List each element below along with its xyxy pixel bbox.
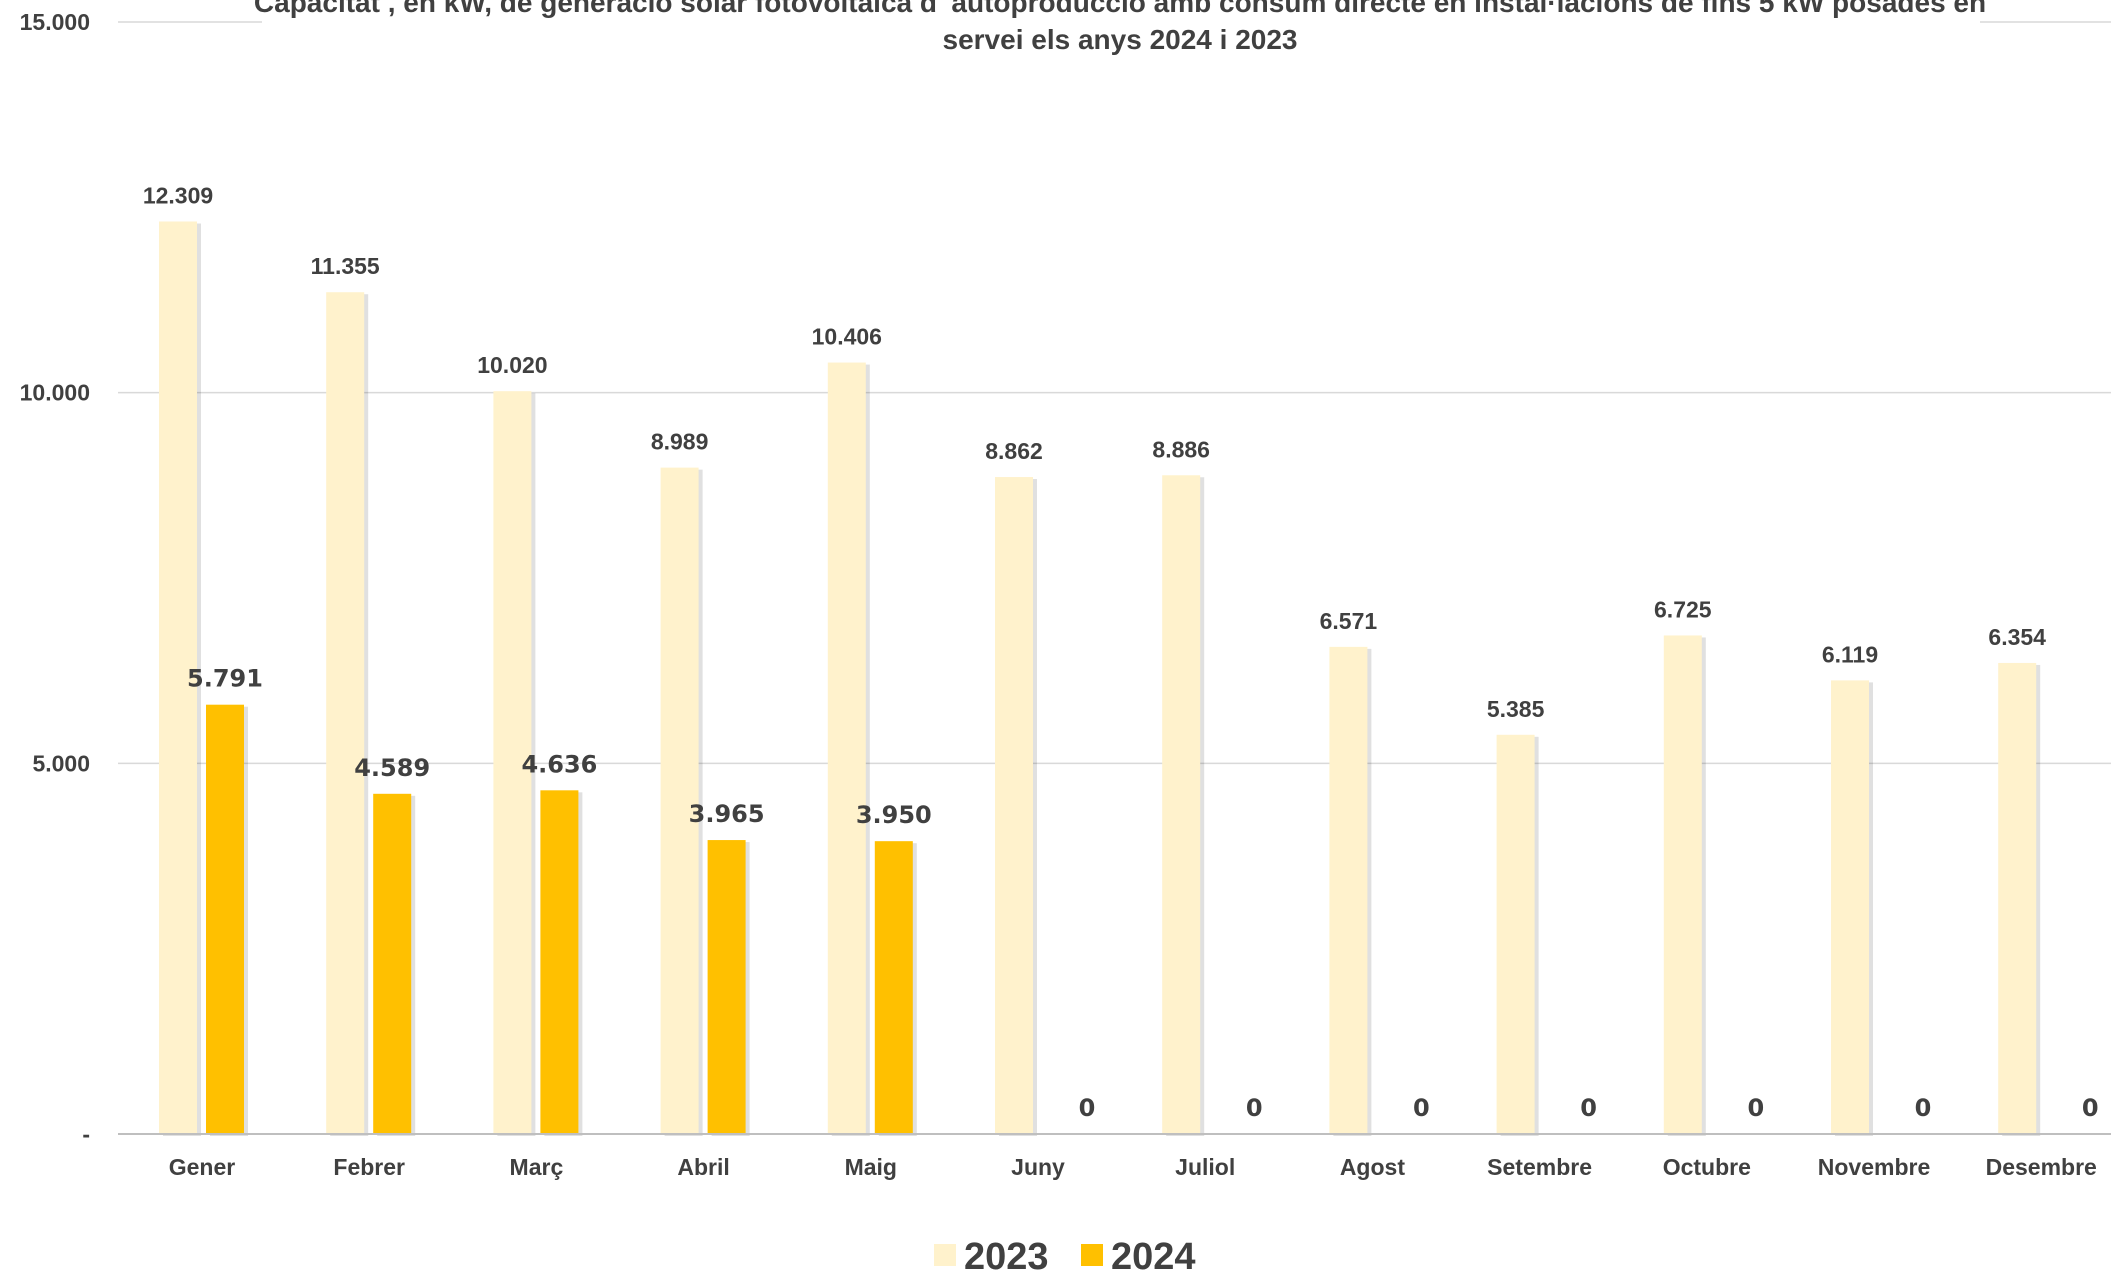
bar-2023-agost <box>1329 646 1368 1134</box>
bar-2024-maig <box>874 841 913 1134</box>
x-tick-label: Octubre <box>1663 1154 1751 1180</box>
x-tick-label: Setembre <box>1487 1154 1592 1180</box>
data-label-2024: 0 <box>1747 1094 1764 1122</box>
bar-2023-maig <box>827 362 866 1134</box>
bar-2023-abril <box>660 467 699 1134</box>
data-label-2023: 12.309 <box>143 182 213 208</box>
data-label-2024: 3.950 <box>856 801 932 829</box>
bar-2024-gener <box>206 704 244 1134</box>
bars <box>159 221 2041 1137</box>
data-labels: 12.309 5.791 11.355 4.589 10.020 4.636 8.989 3.… <box>143 182 2099 1122</box>
data-label-2023: 10.406 <box>812 324 882 350</box>
bar-2023-març <box>493 391 532 1135</box>
data-label-2024: 0 <box>1079 1094 1096 1122</box>
bar-2023-octubre <box>1663 635 1702 1134</box>
bar-2023-juliol <box>1162 475 1201 1134</box>
axes: - 5.000 10.000 15.000 Gener Febrer Març Abril Ma… <box>20 9 2111 1180</box>
bar-2023-setembre <box>1496 734 1535 1134</box>
data-label-2023: 6.354 <box>1988 624 2046 650</box>
bar-2024-març <box>540 790 579 1134</box>
bar-2023-febrer <box>326 292 365 1134</box>
bar-2024-abril <box>707 840 746 1134</box>
y-tick-label: 15.000 <box>20 9 90 35</box>
legend-label-2023: 2023 <box>964 1236 1049 1273</box>
x-tick-label: Febrer <box>333 1154 405 1180</box>
x-tick-label: Novembre <box>1818 1154 1930 1180</box>
chart-title-line-2: servei els anys 2024 i 2023 <box>943 24 1298 55</box>
x-tick-label: Gener <box>169 1154 236 1180</box>
y-tick-label: 10.000 <box>20 380 90 406</box>
data-label-2023: 8.989 <box>651 429 709 455</box>
chart-title: Capacitat , en kW, de generació solar fo… <box>254 0 1986 62</box>
y-tick-label: - <box>82 1121 90 1147</box>
data-label-2024: 0 <box>1580 1094 1597 1122</box>
bar-2023-novembre <box>1831 680 1869 1134</box>
legend-label-2024: 2024 <box>1111 1236 1196 1273</box>
data-label-2024: 0 <box>1246 1094 1263 1122</box>
chart-title-line-1: Capacitat , en kW, de generació solar fo… <box>254 0 1986 18</box>
data-label-2023: 6.119 <box>1822 641 1878 667</box>
x-tick-label: Juliol <box>1175 1154 1235 1180</box>
data-label-2024: 0 <box>1413 1094 1430 1122</box>
data-label-2024: 0 <box>1915 1094 1932 1122</box>
bar-2024-febrer <box>373 793 412 1134</box>
x-tick-label: Maig <box>845 1154 897 1180</box>
data-label-2023: 10.020 <box>477 352 547 378</box>
data-label-2023: 6.571 <box>1320 608 1378 634</box>
data-label-2024: 3.965 <box>689 800 765 828</box>
data-label-2023: 5.385 <box>1487 696 1545 722</box>
x-tick-label: Agost <box>1340 1154 1406 1180</box>
data-label-2024: 4.589 <box>354 754 430 782</box>
legend-swatch-2024 <box>1081 1244 1103 1266</box>
bar-2023-gener <box>159 221 197 1134</box>
data-label-2024: 0 <box>2082 1094 2099 1122</box>
bar-2023-desembre <box>1998 662 2037 1134</box>
bar-2023-juny <box>995 477 1033 1134</box>
data-label-2023: 8.886 <box>1152 436 1210 462</box>
x-tick-label: Abril <box>677 1154 729 1180</box>
x-tick-label: Març <box>510 1154 564 1180</box>
data-label-2024: 4.636 <box>521 750 597 778</box>
x-tick-label: Juny <box>1011 1154 1065 1180</box>
y-tick-label: 5.000 <box>32 750 90 776</box>
gridlines <box>118 21 2111 765</box>
data-label-2023: 11.355 <box>311 253 380 279</box>
title-background <box>262 0 1980 62</box>
x-tick-label: Desembre <box>1986 1154 2097 1180</box>
data-label-2023: 8.862 <box>985 438 1043 464</box>
legend: 2023 2024 <box>934 1236 1196 1273</box>
data-label-2024: 5.791 <box>187 665 263 693</box>
data-label-2023: 6.725 <box>1654 596 1712 622</box>
legend-swatch-2023 <box>934 1244 956 1266</box>
